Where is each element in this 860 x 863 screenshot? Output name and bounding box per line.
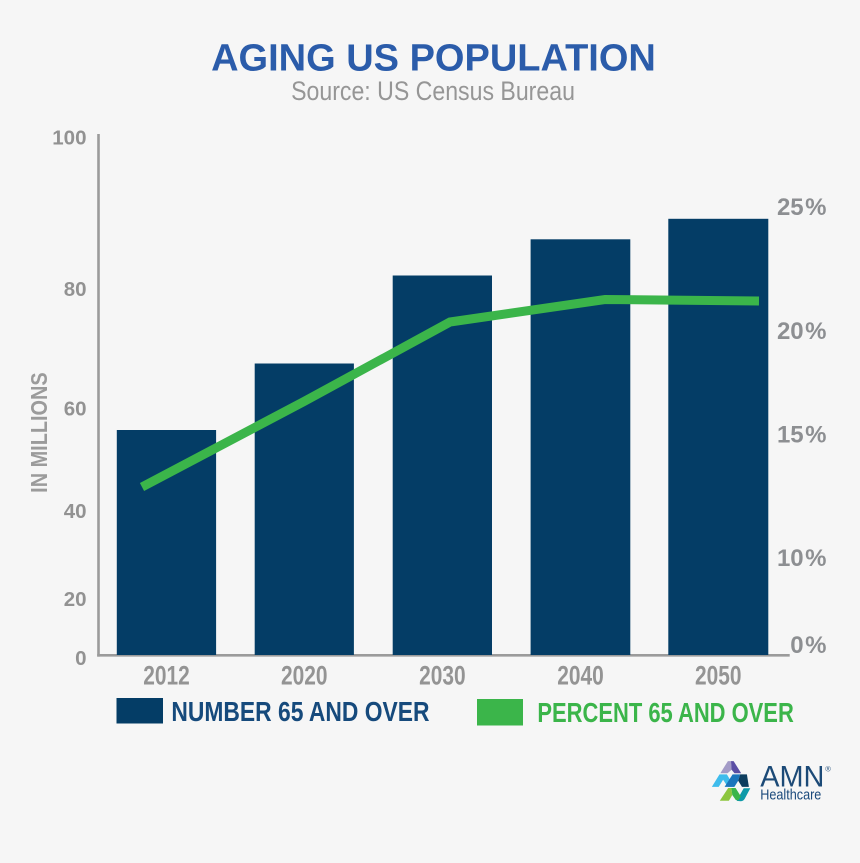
svg-text:0%: 0%: [790, 632, 826, 659]
svg-text:PERCENT 65 AND OVER: PERCENT 65 AND OVER: [537, 697, 793, 728]
svg-text:20%: 20%: [777, 318, 827, 345]
svg-text:Source: US Census Bureau: Source: US Census Bureau: [291, 77, 575, 107]
svg-text:2040: 2040: [557, 661, 603, 691]
svg-text:®: ®: [825, 765, 831, 774]
svg-text:2012: 2012: [143, 661, 189, 691]
svg-text:2020: 2020: [281, 661, 327, 691]
svg-text:0: 0: [75, 647, 86, 670]
svg-text:AMN: AMN: [760, 760, 824, 793]
svg-text:10%: 10%: [777, 545, 827, 572]
svg-text:IN MILLIONS: IN MILLIONS: [25, 372, 52, 492]
svg-text:AGING US POPULATION: AGING US POPULATION: [211, 37, 656, 79]
svg-text:80: 80: [64, 278, 87, 301]
svg-text:Healthcare: Healthcare: [760, 785, 821, 802]
svg-text:NUMBER 65 AND OVER: NUMBER 65 AND OVER: [171, 697, 429, 728]
svg-text:2030: 2030: [419, 661, 465, 691]
svg-text:40: 40: [64, 500, 87, 523]
svg-text:2050: 2050: [695, 661, 741, 691]
svg-text:20: 20: [64, 588, 87, 611]
svg-text:100: 100: [52, 126, 86, 149]
svg-text:60: 60: [64, 397, 87, 420]
svg-text:25%: 25%: [777, 194, 827, 221]
svg-text:15%: 15%: [777, 421, 827, 448]
